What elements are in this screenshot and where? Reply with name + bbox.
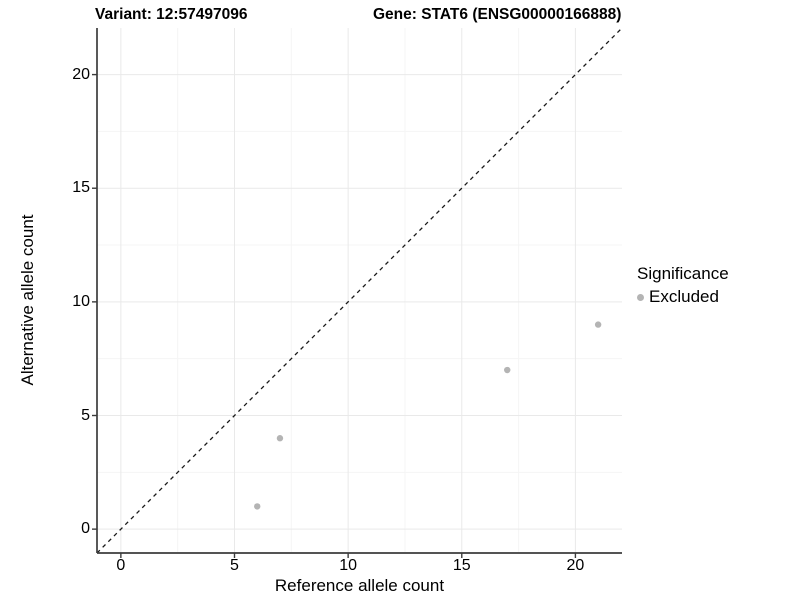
- scatter-point: [594, 321, 602, 328]
- identity-dashed-line: [96, 27, 623, 554]
- plot-title-gene: Gene: STAT6 (ENSG00000166888): [373, 6, 622, 23]
- x-tick-label: 20: [566, 557, 585, 574]
- x-tick-label: 10: [339, 557, 358, 574]
- legend-item-label: Excluded: [649, 287, 719, 306]
- x-axis-title: Reference allele count: [274, 576, 445, 595]
- y-axis-title: Alternative allele count: [18, 214, 37, 386]
- y-tick-label: 10: [72, 292, 90, 310]
- legend-item-excluded: Excluded: [637, 287, 729, 307]
- scatter-point: [504, 366, 511, 374]
- scatter-point: [276, 435, 284, 442]
- x-tick-label: 0: [116, 557, 126, 574]
- legend-point-icon: [637, 293, 644, 301]
- plot-title-variant: Variant: 12:57497096: [95, 6, 248, 23]
- x-tick-label: 5: [230, 557, 239, 574]
- y-tick-label: 5: [81, 406, 90, 424]
- legend: Significance Excluded: [637, 264, 729, 307]
- y-tick-label: 20: [72, 65, 90, 83]
- x-tick-label: 15: [452, 557, 471, 574]
- scatter-point: [254, 503, 261, 510]
- y-tick-label: 0: [81, 520, 90, 538]
- legend-title: Significance: [637, 264, 729, 283]
- y-tick-label: 15: [72, 179, 90, 197]
